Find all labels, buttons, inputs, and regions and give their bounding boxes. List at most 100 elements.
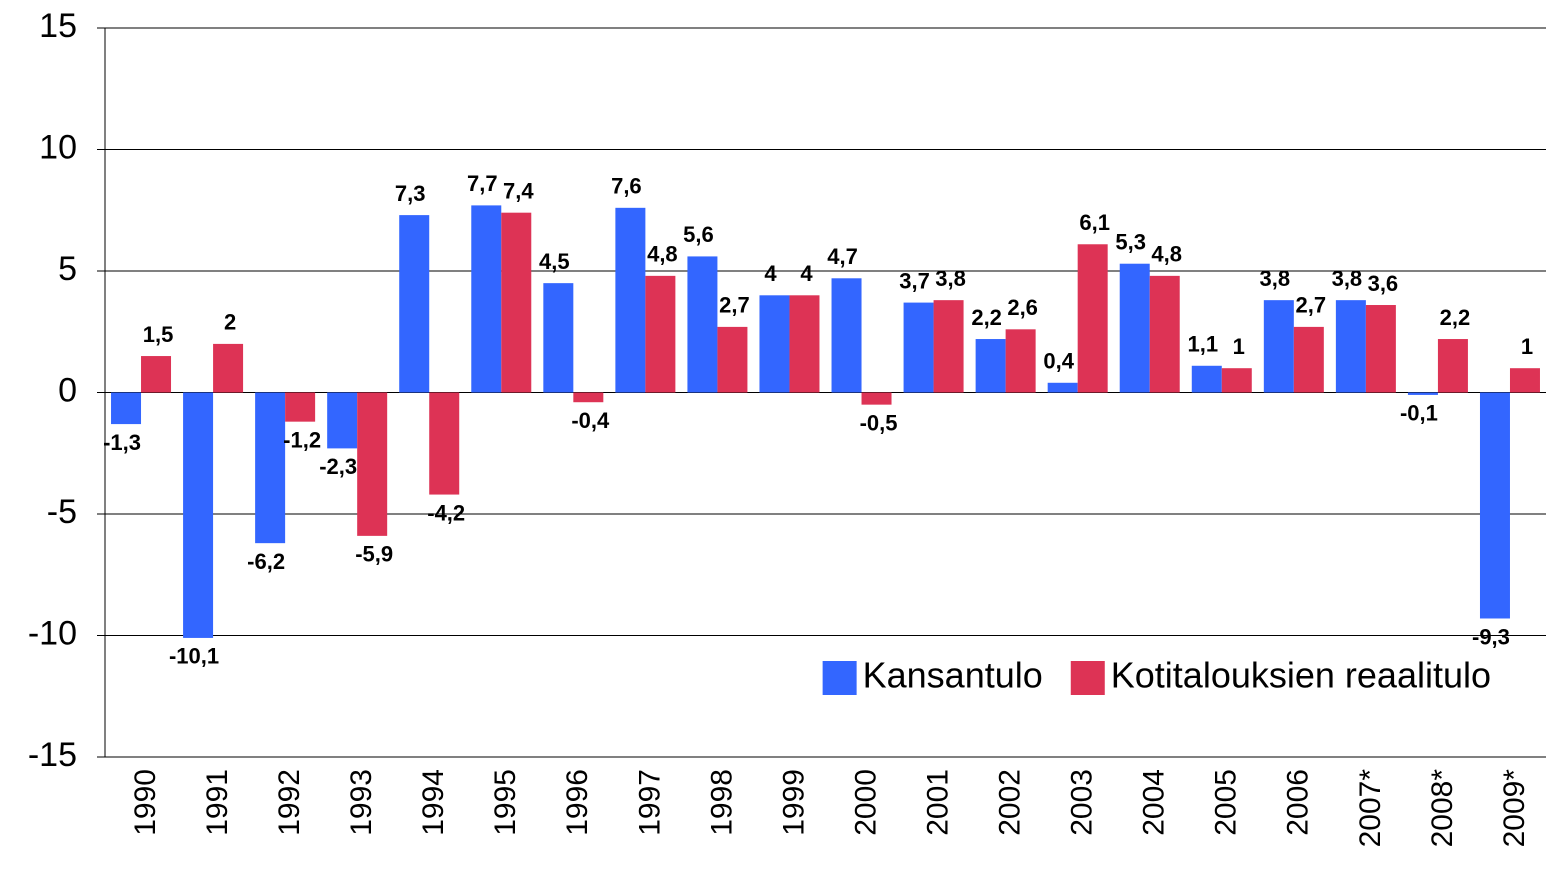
x-tick-label: 2004 xyxy=(1138,769,1171,836)
bar xyxy=(327,392,358,449)
y-tick-label: 10 xyxy=(39,128,77,166)
value-label: -0,4 xyxy=(571,408,610,433)
value-label: 7,3 xyxy=(395,181,426,206)
bar xyxy=(1191,365,1222,393)
legend-label: Kotitalouksien reaalitulo xyxy=(1111,655,1491,696)
x-tick-label: 1994 xyxy=(417,769,450,836)
value-label: 3,8 xyxy=(1332,266,1363,291)
value-label: -2,3 xyxy=(319,454,357,479)
x-tick-label: 1996 xyxy=(561,769,594,836)
bar xyxy=(213,343,244,393)
x-tick-label: 2003 xyxy=(1066,769,1099,836)
value-label: 4 xyxy=(800,261,813,286)
value-label: 3,6 xyxy=(1368,271,1399,296)
x-tick-label: 1990 xyxy=(129,769,162,836)
value-label: -1,2 xyxy=(283,427,321,452)
bar xyxy=(831,278,862,393)
legend-label: Kansantulo xyxy=(863,655,1043,696)
x-tick-label: 2007* xyxy=(1354,769,1387,848)
value-label: 1 xyxy=(1521,334,1533,359)
bar xyxy=(789,295,820,393)
value-label: 4,8 xyxy=(647,242,678,267)
value-label: 2,6 xyxy=(1007,295,1038,320)
bar xyxy=(1149,275,1180,393)
bar xyxy=(1077,244,1108,393)
value-label: -10,1 xyxy=(169,644,219,669)
bar xyxy=(1479,392,1510,619)
bar xyxy=(429,392,460,495)
value-label: 4,7 xyxy=(827,244,858,269)
value-label: 6,1 xyxy=(1079,210,1110,235)
y-tick-label: 15 xyxy=(39,7,77,45)
bar xyxy=(861,392,892,405)
bar xyxy=(501,212,532,393)
value-label: 7,7 xyxy=(467,171,498,196)
x-tick-label: 2002 xyxy=(994,769,1027,836)
value-label: 1,5 xyxy=(143,322,174,347)
bar xyxy=(111,392,142,425)
y-tick-label: -10 xyxy=(28,614,77,652)
value-label: -9,3 xyxy=(1472,624,1510,649)
value-label: 2,2 xyxy=(1440,305,1471,330)
value-label: -6,2 xyxy=(247,549,285,574)
x-tick-label: 1991 xyxy=(201,769,234,836)
bar xyxy=(1005,329,1036,393)
bar xyxy=(903,302,934,393)
bar xyxy=(615,207,646,393)
bar xyxy=(543,283,574,393)
x-tick-label: 2000 xyxy=(849,769,882,836)
value-label: 5,6 xyxy=(683,222,714,247)
value-label: 5,3 xyxy=(1115,230,1146,255)
bar xyxy=(975,339,1006,393)
value-label: 4,8 xyxy=(1151,242,1182,267)
value-label: -1,3 xyxy=(103,430,141,455)
value-label: 2,2 xyxy=(971,305,1002,330)
x-tick-label: 2005 xyxy=(1210,769,1243,836)
value-label: 1 xyxy=(1233,334,1245,359)
bar xyxy=(1437,339,1468,393)
bar xyxy=(1407,392,1438,395)
bar xyxy=(933,300,964,393)
x-tick-label: 1995 xyxy=(489,769,522,836)
x-tick-label: 1999 xyxy=(777,769,810,836)
x-tick-label: 1992 xyxy=(273,769,306,836)
x-tick-label: 1998 xyxy=(705,769,738,836)
value-label: 4 xyxy=(764,261,777,286)
bar xyxy=(759,295,790,393)
bar xyxy=(255,392,286,544)
bar xyxy=(1221,368,1252,393)
bar xyxy=(183,392,214,638)
value-label: 3,7 xyxy=(899,268,930,293)
value-label: -5,9 xyxy=(355,542,393,567)
bar xyxy=(1335,300,1366,393)
value-label: -4,2 xyxy=(427,500,465,525)
bar xyxy=(141,356,172,393)
bar xyxy=(687,256,718,393)
value-label: 3,8 xyxy=(935,266,966,291)
value-label: 7,4 xyxy=(503,178,534,203)
bar xyxy=(645,275,676,393)
value-label: 3,8 xyxy=(1260,266,1291,291)
value-label: 2 xyxy=(224,310,236,335)
x-tick-label: 2006 xyxy=(1282,769,1315,836)
value-label: 4,5 xyxy=(539,249,570,274)
bar xyxy=(1047,382,1078,393)
bar xyxy=(573,392,604,403)
y-tick-label: 5 xyxy=(58,250,77,288)
legend-swatch xyxy=(822,661,857,695)
bar xyxy=(1365,305,1396,393)
x-tick-label: 1993 xyxy=(345,769,378,836)
value-label: -0,5 xyxy=(860,410,898,435)
bar xyxy=(1509,368,1540,393)
bar xyxy=(471,205,502,393)
value-label: 7,6 xyxy=(611,174,642,199)
bar xyxy=(1119,263,1150,393)
legend-swatch xyxy=(1070,661,1105,695)
y-tick-label: -15 xyxy=(28,736,77,774)
bar xyxy=(717,326,748,393)
value-label: 0,4 xyxy=(1043,349,1074,374)
bar xyxy=(1293,326,1324,393)
y-tick-label: 0 xyxy=(58,371,77,409)
x-tick-label: 2008* xyxy=(1426,769,1459,848)
